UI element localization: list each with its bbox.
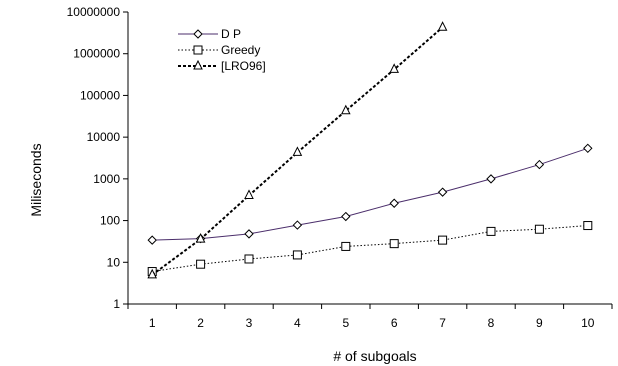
series-line bbox=[152, 147, 588, 241]
x-tick-label: 2 bbox=[197, 316, 204, 330]
diamond-marker bbox=[244, 229, 254, 239]
diamond-marker bbox=[341, 211, 351, 222]
x-tick-label: 5 bbox=[342, 316, 349, 330]
x-tick-label: 9 bbox=[536, 316, 543, 330]
diamond-marker bbox=[534, 159, 545, 170]
triangle-marker bbox=[437, 21, 448, 31]
square-marker bbox=[292, 250, 302, 260]
legend-label: D P bbox=[221, 27, 241, 41]
y-tick-label: 10 bbox=[107, 255, 121, 269]
chart-series bbox=[147, 21, 593, 279]
x-tick-label: 10 bbox=[581, 316, 595, 330]
square-marker bbox=[341, 241, 351, 251]
triangle-marker bbox=[193, 59, 203, 70]
series-2 bbox=[147, 21, 448, 279]
y-axis-title: Miliseconds bbox=[28, 143, 44, 216]
diamond-marker bbox=[292, 220, 303, 230]
y-tick-label: 1 bbox=[113, 297, 120, 311]
x-tick-label: 6 bbox=[391, 316, 398, 330]
diamond-marker bbox=[486, 174, 496, 184]
square-marker bbox=[193, 45, 203, 55]
x-tick-label: 8 bbox=[488, 316, 495, 330]
diamond-marker bbox=[389, 198, 399, 208]
diamond-marker bbox=[583, 143, 593, 154]
legend-label: Greedy bbox=[221, 43, 260, 57]
x-tick-label: 4 bbox=[294, 316, 301, 330]
square-marker bbox=[486, 226, 496, 236]
triangle-marker bbox=[292, 146, 303, 156]
triangle-marker bbox=[147, 268, 158, 279]
chart-legend: D P Greedy [LRO96] bbox=[178, 27, 266, 73]
triangle-marker bbox=[389, 63, 400, 73]
square-marker bbox=[438, 235, 448, 245]
x-axis-title: # of subgoals bbox=[333, 348, 416, 364]
y-tick-label: 100000 bbox=[80, 88, 120, 102]
square-marker bbox=[534, 224, 544, 234]
x-tick-label: 1 bbox=[149, 316, 156, 330]
y-tick-label: 1000 bbox=[93, 172, 120, 186]
y-tick-label: 10000 bbox=[87, 130, 121, 144]
x-tick-label: 3 bbox=[246, 316, 253, 330]
square-marker bbox=[389, 239, 399, 249]
y-tick-label: 10000000 bbox=[67, 5, 121, 19]
y-tick-label: 100 bbox=[100, 214, 120, 228]
legend-label: [LRO96] bbox=[221, 59, 266, 73]
x-axis-ticks: 1 2 3 4 5 6 7 8 9 10 bbox=[127, 304, 613, 330]
square-marker bbox=[196, 259, 206, 269]
diamond-marker bbox=[147, 235, 157, 245]
y-tick-label: 1000000 bbox=[73, 47, 120, 61]
square-marker bbox=[244, 254, 254, 264]
series-1 bbox=[147, 221, 593, 277]
x-tick-label: 7 bbox=[439, 316, 446, 330]
triangle-marker bbox=[244, 189, 254, 199]
triangle-marker bbox=[340, 104, 351, 115]
y-axis-ticks: 1 10 100 1000 10000 100000 1000000 10000000 bbox=[67, 5, 128, 311]
series-line bbox=[152, 225, 588, 273]
square-marker bbox=[583, 221, 593, 231]
triangle-marker bbox=[195, 232, 206, 243]
series-0 bbox=[147, 143, 593, 245]
diamond-marker bbox=[193, 29, 203, 39]
diamond-marker bbox=[437, 187, 448, 197]
